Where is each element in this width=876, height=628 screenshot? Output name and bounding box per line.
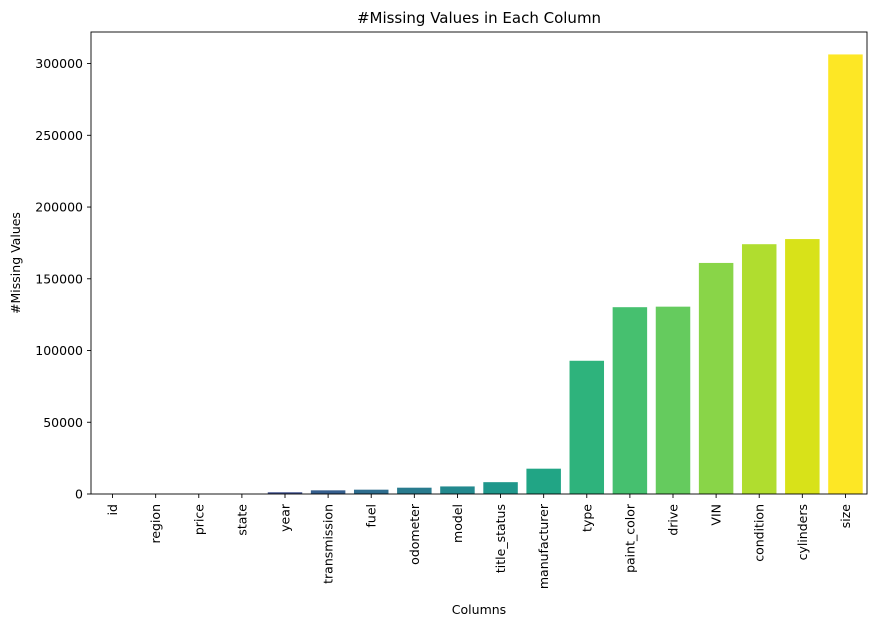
bar-transmission: [310, 490, 346, 494]
x-axis-label: Columns: [452, 602, 506, 617]
y-tick-label: 150000: [35, 271, 83, 286]
bar-cylinders: [785, 239, 820, 494]
x-tick-label: condition: [752, 504, 767, 562]
bar-type: [569, 360, 605, 494]
x-tick-label: manufacturer: [536, 503, 551, 589]
x-tick-label: model: [450, 504, 465, 543]
x-tick-label: state: [234, 504, 249, 536]
y-tick-label: 200000: [35, 200, 83, 215]
x-tick-label: paint_color: [622, 503, 637, 573]
y-tick-label: 0: [75, 487, 83, 502]
x-axis: id region price state year transmission fuel od…: [105, 494, 853, 589]
bar-paint-color: [612, 307, 648, 494]
bar-drive: [655, 306, 691, 494]
x-tick-label: fuel: [364, 504, 379, 528]
x-tick-label: price: [191, 504, 206, 535]
x-tick-label: id: [105, 504, 120, 515]
x-tick-label: cylinders: [795, 504, 810, 560]
y-tick-label: 300000: [35, 56, 83, 71]
x-tick-label: transmission: [321, 504, 336, 584]
x-tick-label: odometer: [407, 503, 422, 565]
x-tick-label: region: [148, 504, 163, 544]
plot-frame: [90, 31, 868, 495]
y-tick-label: 250000: [35, 128, 83, 143]
bar-model: [440, 486, 475, 494]
y-axis: 0 50000 100000 150000 200000 250000 300000: [35, 56, 91, 502]
bar-odometer: [397, 487, 432, 494]
bar-year: [267, 492, 303, 494]
x-tick-label: year: [278, 503, 293, 532]
bar-fuel: [353, 489, 389, 494]
y-tick-label: 100000: [35, 343, 83, 358]
bar-title-status: [483, 482, 518, 494]
bar-manufacturer: [526, 468, 561, 494]
bar-condition: [741, 244, 777, 494]
x-tick-label: title_status: [493, 504, 508, 573]
x-tick-label: size: [838, 504, 853, 529]
chart-title: #Missing Values in Each Column: [357, 9, 601, 27]
bar-size: [828, 54, 863, 494]
bars-group: [267, 54, 863, 494]
y-tick-label: 50000: [43, 415, 83, 430]
x-tick-label: type: [579, 504, 594, 532]
y-axis-label: #Missing Values: [8, 212, 23, 314]
x-tick-label: drive: [666, 504, 681, 536]
x-tick-label: VIN: [709, 504, 724, 526]
bar-vin: [698, 262, 734, 494]
